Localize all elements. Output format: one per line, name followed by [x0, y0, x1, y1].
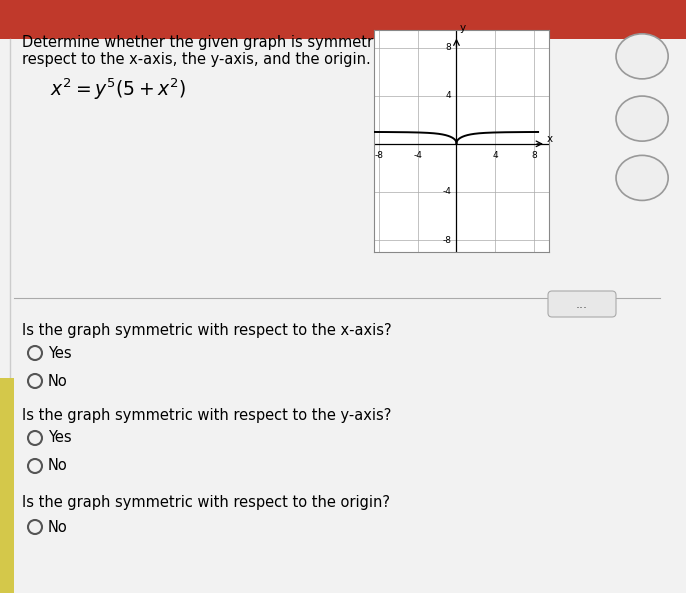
Text: Is the graph symmetric with respect to the origin?: Is the graph symmetric with respect to t… [22, 495, 390, 510]
FancyBboxPatch shape [0, 378, 14, 593]
Text: -4: -4 [442, 187, 451, 196]
Text: y: y [460, 23, 466, 33]
Text: No: No [48, 374, 68, 388]
FancyBboxPatch shape [548, 291, 616, 317]
Text: -8: -8 [375, 151, 383, 160]
Text: Yes: Yes [48, 346, 71, 361]
FancyBboxPatch shape [0, 39, 686, 593]
Text: -4: -4 [413, 151, 422, 160]
Text: Yes: Yes [48, 431, 71, 445]
Text: -8: -8 [442, 235, 451, 244]
Text: 4: 4 [493, 151, 498, 160]
FancyBboxPatch shape [0, 0, 686, 39]
Text: $x^2 = y^5\left(5 + x^2\right)$: $x^2 = y^5\left(5 + x^2\right)$ [50, 77, 186, 103]
Text: 8: 8 [446, 43, 451, 52]
Text: No: No [48, 458, 68, 473]
Text: respect to the x-axis, the y-axis, and the origin.: respect to the x-axis, the y-axis, and t… [22, 52, 370, 67]
Text: Determine whether the given graph is symmetric with: Determine whether the given graph is sym… [22, 35, 421, 50]
Text: 8: 8 [532, 151, 537, 160]
Text: x: x [547, 134, 553, 144]
Text: Is the graph symmetric with respect to the x-axis?: Is the graph symmetric with respect to t… [22, 323, 392, 338]
Text: 4: 4 [446, 91, 451, 100]
Text: No: No [48, 519, 68, 534]
Text: ...: ... [576, 298, 588, 311]
Text: Is the graph symmetric with respect to the y-axis?: Is the graph symmetric with respect to t… [22, 408, 392, 423]
